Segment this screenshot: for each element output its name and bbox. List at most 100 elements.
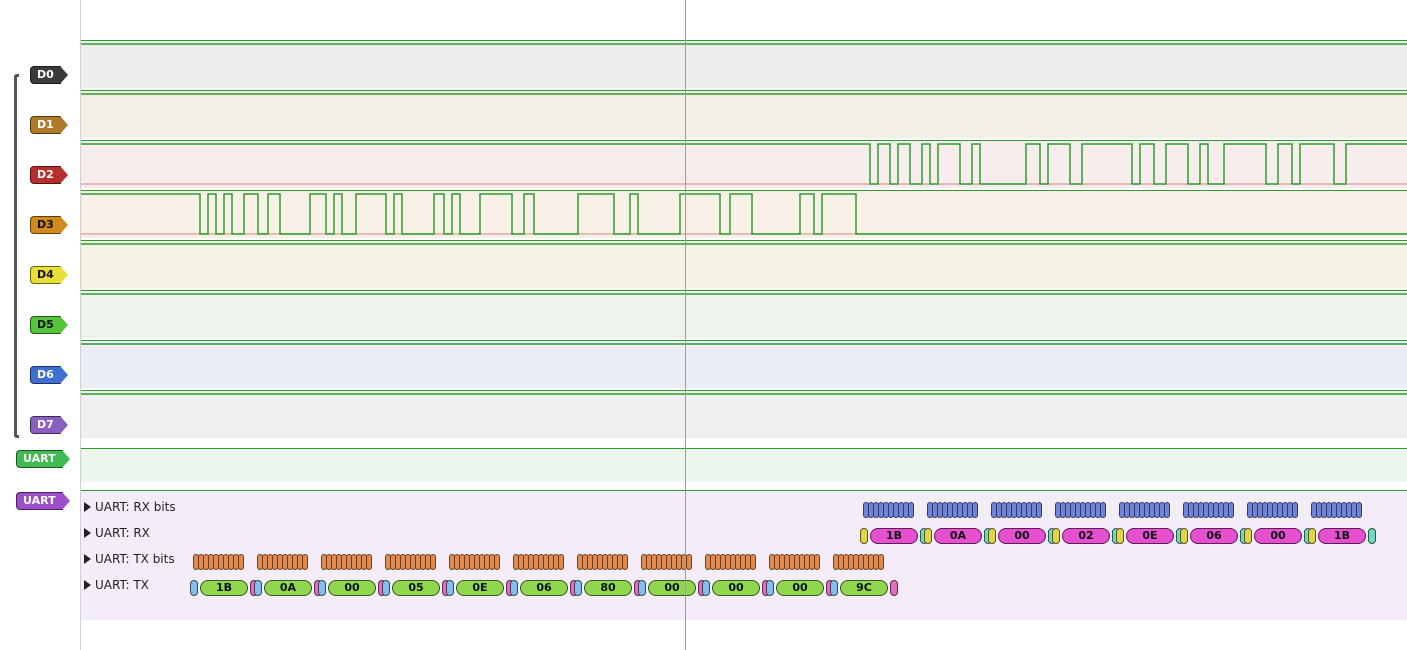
uart-tx-start-bit	[830, 580, 838, 596]
uart-rx-bits	[1312, 502, 1362, 518]
lane-border	[80, 448, 1407, 449]
uart-tx-byte[interactable]: 00	[648, 580, 696, 596]
protocol-lane-UART1[interactable]	[80, 448, 1407, 482]
bit-icon	[750, 554, 756, 570]
channel-D7[interactable]	[80, 390, 1407, 438]
tag-label: D3	[37, 218, 54, 231]
bit-icon	[558, 554, 564, 570]
uart-tx-byte[interactable]: 05	[392, 580, 440, 596]
uart-rx-byte[interactable]: 1B	[1318, 528, 1366, 544]
bit-icon	[1036, 502, 1042, 518]
channel-tag-D1[interactable]: D1	[30, 116, 61, 134]
decoder-row-label[interactable]: UART: RX	[84, 526, 150, 540]
tag-label: D4	[37, 268, 54, 281]
tag-label: D6	[37, 368, 54, 381]
channel-tag-D6[interactable]: D6	[30, 366, 61, 384]
lane-border	[80, 490, 1407, 491]
uart-tx-byte[interactable]: 9C	[840, 580, 888, 596]
expand-icon[interactable]	[84, 502, 91, 512]
channel-tag-D7[interactable]: D7	[30, 416, 61, 434]
tag-label: UART	[23, 494, 56, 507]
expand-icon[interactable]	[84, 554, 91, 564]
waveform	[80, 140, 1407, 188]
uart-tx-bits	[194, 554, 244, 570]
bit-icon	[1356, 502, 1362, 518]
uart-rx-byte[interactable]: 1B	[870, 528, 918, 544]
uart-tx-bits	[258, 554, 308, 570]
channel-D4[interactable]	[80, 240, 1407, 288]
uart-tx-start-bit	[190, 580, 198, 596]
protocol-tag-UART1[interactable]: UART	[16, 450, 63, 468]
uart-tx-bits	[706, 554, 756, 570]
bit-icon	[1228, 502, 1234, 518]
tag-label: UART	[23, 452, 56, 465]
bit-icon	[878, 554, 884, 570]
uart-rx-start-bit	[1244, 528, 1252, 544]
uart-tx-byte[interactable]: 0E	[456, 580, 504, 596]
time-cursor[interactable]	[685, 0, 686, 650]
waveform	[80, 90, 1407, 138]
uart-tx-stop-bit	[890, 580, 898, 596]
uart-rx-start-bit	[988, 528, 996, 544]
channel-tag-D4[interactable]: D4	[30, 266, 61, 284]
channel-tag-D2[interactable]: D2	[30, 166, 61, 184]
bit-icon	[238, 554, 244, 570]
uart-rx-start-bit	[1308, 528, 1316, 544]
uart-rx-bits	[1184, 502, 1234, 518]
channel-tag-D0[interactable]: D0	[30, 66, 61, 84]
uart-tx-bits	[322, 554, 372, 570]
channel-D5[interactable]	[80, 290, 1407, 338]
channel-D0[interactable]	[80, 40, 1407, 88]
waveform	[80, 240, 1407, 288]
channel-D2[interactable]	[80, 140, 1407, 188]
uart-rx-bits	[1248, 502, 1298, 518]
uart-tx-bits	[770, 554, 820, 570]
protocol-tag-UART2[interactable]: UART	[16, 492, 63, 510]
uart-rx-byte[interactable]: 02	[1062, 528, 1110, 544]
channel-D1[interactable]	[80, 90, 1407, 138]
uart-tx-byte[interactable]: 1B	[200, 580, 248, 596]
decoder-row-label[interactable]: UART: TX	[84, 578, 149, 592]
decoder-row-label[interactable]: UART: TX bits	[84, 552, 175, 566]
uart-tx-byte[interactable]: 00	[712, 580, 760, 596]
uart-tx-start-bit	[638, 580, 646, 596]
bit-icon	[430, 554, 436, 570]
bit-icon	[814, 554, 820, 570]
decoder-row-text: UART: TX bits	[95, 552, 175, 566]
uart-rx-byte[interactable]: 00	[1254, 528, 1302, 544]
decoder-row-text: UART: TX	[95, 578, 149, 592]
gridline	[80, 0, 81, 650]
bit-icon	[494, 554, 500, 570]
uart-tx-bits	[578, 554, 628, 570]
uart-tx-byte[interactable]: 06	[520, 580, 568, 596]
trace-area[interactable]: UART: RX bits UART: RX UART: TX bits UART: …	[80, 0, 1407, 650]
decoder-row-label[interactable]: UART: RX bits	[84, 500, 176, 514]
uart-tx-byte[interactable]: 00	[328, 580, 376, 596]
tag-label: D5	[37, 318, 54, 331]
tag-label: D7	[37, 418, 54, 431]
waveform	[80, 340, 1407, 388]
uart-rx-start-bit	[1116, 528, 1124, 544]
uart-tx-byte[interactable]: 0A	[264, 580, 312, 596]
uart-tx-start-bit	[574, 580, 582, 596]
uart-tx-byte[interactable]: 80	[584, 580, 632, 596]
decoder-row-text: UART: RX bits	[95, 500, 176, 514]
bit-icon	[686, 554, 692, 570]
channel-tag-D5[interactable]: D5	[30, 316, 61, 334]
channel-tag-D3[interactable]: D3	[30, 216, 61, 234]
uart-tx-byte[interactable]: 00	[776, 580, 824, 596]
tag-label: D1	[37, 118, 54, 131]
uart-rx-byte[interactable]: 0A	[934, 528, 982, 544]
expand-icon[interactable]	[84, 580, 91, 590]
channel-D6[interactable]	[80, 340, 1407, 388]
tag-label: D2	[37, 168, 54, 181]
tag-label: D0	[37, 68, 54, 81]
channel-D3[interactable]	[80, 190, 1407, 238]
uart-rx-byte[interactable]: 00	[998, 528, 1046, 544]
uart-rx-start-bit	[1180, 528, 1188, 544]
uart-tx-start-bit	[510, 580, 518, 596]
uart-rx-byte[interactable]: 06	[1190, 528, 1238, 544]
expand-icon[interactable]	[84, 528, 91, 538]
uart-rx-byte[interactable]: 0E	[1126, 528, 1174, 544]
uart-tx-bits	[514, 554, 564, 570]
